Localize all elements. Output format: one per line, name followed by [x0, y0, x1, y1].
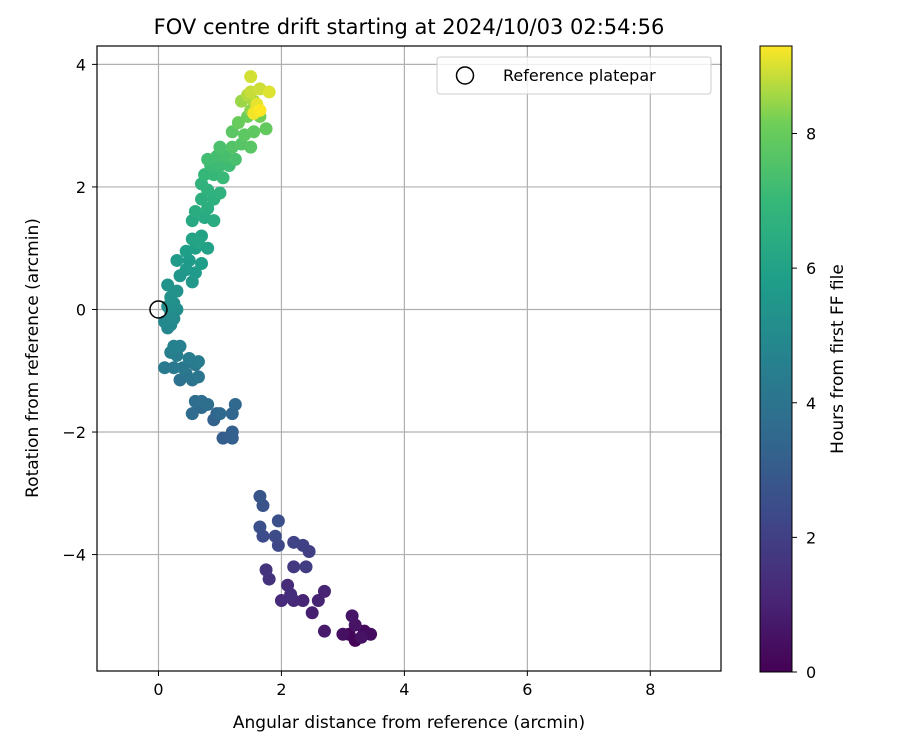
x-axis-ticks: 0 2 4 6 8 [153, 671, 655, 699]
data-point [195, 192, 209, 206]
y-tick-label: −4 [62, 546, 86, 565]
data-point [228, 152, 242, 166]
data-point [253, 520, 267, 534]
colorbar-tick-label: 8 [806, 125, 816, 144]
data-point [274, 594, 288, 608]
data-point [268, 529, 282, 543]
data-point [317, 624, 331, 638]
data-point [158, 361, 172, 375]
legend: Reference platepar [436, 56, 712, 95]
data-point [253, 489, 267, 503]
data-point [354, 630, 368, 644]
data-point [191, 370, 205, 384]
data-point [287, 560, 301, 574]
data-point [207, 214, 221, 228]
data-point [336, 627, 350, 641]
colorbar-tick-label: 2 [806, 528, 816, 547]
plot-frame [96, 45, 722, 672]
data-point [259, 563, 273, 577]
colorbar-ticks: 0 2 4 6 8 [792, 125, 816, 682]
data-point [244, 70, 258, 84]
x-tick-label: 0 [153, 680, 163, 699]
data-point [262, 85, 276, 99]
data-point [191, 235, 205, 249]
data-points [158, 70, 378, 647]
data-point [170, 284, 184, 298]
data-point [176, 361, 190, 375]
legend-entry-reference-platepar: Reference platepar [503, 66, 656, 85]
data-point [253, 103, 267, 117]
y-tick-label: 0 [76, 300, 86, 319]
data-point [296, 594, 310, 608]
reference-point-marker [149, 300, 168, 319]
y-tick-label: −2 [62, 423, 86, 442]
data-point [311, 594, 325, 608]
x-tick-label: 4 [399, 680, 409, 699]
data-point [244, 140, 258, 154]
data-point [198, 168, 212, 182]
x-axis-label: Angular distance from reference (arcmin) [233, 713, 585, 733]
data-point [231, 116, 245, 130]
data-point [201, 241, 215, 255]
data-point [167, 339, 181, 353]
chart-title: FOV centre drift starting at 2024/10/03 … [154, 15, 665, 39]
data-point [216, 171, 230, 185]
data-point [213, 186, 227, 200]
y-axis-ticks: −4 −2 0 2 4 [62, 55, 97, 565]
data-point [185, 407, 199, 421]
data-point [201, 201, 215, 215]
colorbar-tick-label: 4 [806, 394, 816, 413]
data-point [213, 140, 227, 154]
colorbar: 0 2 4 6 8 Hours from first FF file [759, 45, 848, 682]
x-tick-label: 2 [276, 680, 286, 699]
data-point [182, 352, 196, 365]
data-point [225, 425, 239, 439]
data-point [195, 257, 209, 271]
data-point [247, 125, 261, 139]
data-point [167, 361, 181, 375]
colorbar-tick-label: 6 [806, 259, 816, 278]
colorbar-tick-label: 0 [806, 663, 816, 682]
data-point [213, 407, 227, 421]
y-tick-label: 4 [76, 55, 86, 74]
colorbar-label: Hours from first FF file [828, 264, 848, 454]
data-point [188, 266, 202, 280]
colorbar-gradient [759, 45, 793, 673]
data-point [225, 125, 239, 139]
data-point [216, 431, 230, 445]
data-point [170, 253, 184, 267]
data-point [259, 122, 273, 136]
y-axis-label: Rotation from reference (arcmin) [23, 218, 43, 498]
data-point [317, 584, 331, 598]
y-tick-label: 2 [76, 178, 86, 197]
x-tick-label: 6 [522, 680, 532, 699]
data-point [305, 606, 319, 620]
data-point [228, 397, 242, 411]
legend-marker-icon [455, 66, 475, 85]
x-tick-label: 8 [645, 680, 655, 699]
data-point [287, 535, 301, 549]
data-point [271, 514, 285, 528]
data-point [201, 397, 215, 411]
data-point [188, 204, 202, 218]
data-point [345, 609, 359, 623]
data-point [299, 560, 313, 574]
data-point [284, 587, 298, 601]
legend-box [436, 56, 712, 95]
data-point [161, 278, 175, 292]
